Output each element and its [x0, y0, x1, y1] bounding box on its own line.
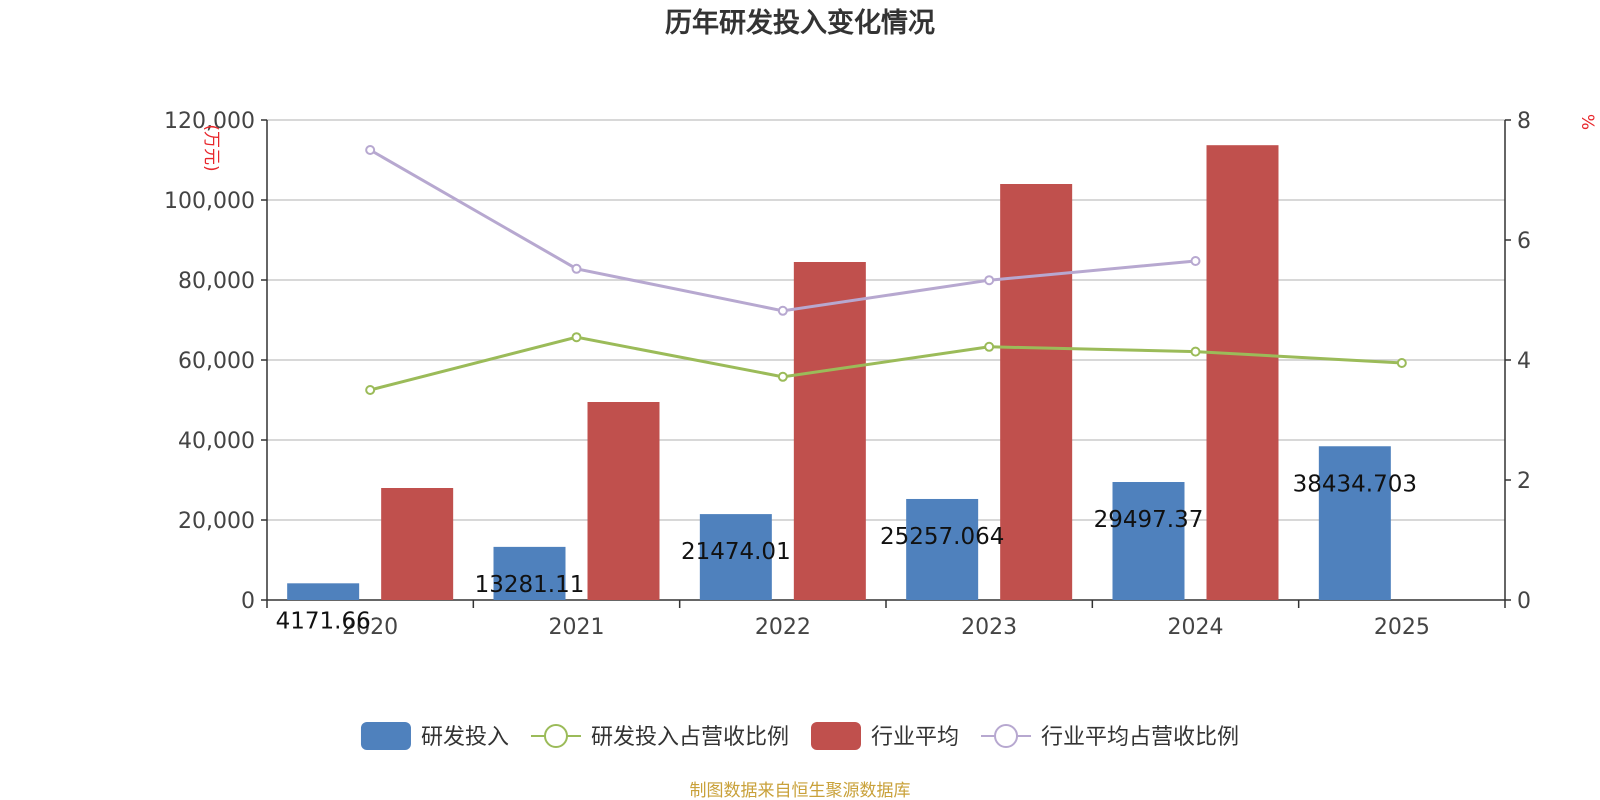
series-line — [369, 335, 1402, 392]
legend-marker — [543, 724, 568, 748]
data-labels: 4171.66 13281.11 21474.01 25257.064 29497.37… — [276, 471, 1417, 634]
data-label: 21474.01 — [681, 539, 791, 565]
right-axis-tick-label: 0 — [1517, 589, 1531, 614]
left-axis-tick-label: 40,000 — [178, 429, 255, 454]
bar — [493, 546, 566, 600]
x-axis-tick-label: 2023 — [961, 615, 1017, 640]
right-axis-tick-label: 6 — [1517, 229, 1531, 254]
bar — [1112, 482, 1185, 600]
line-point — [777, 371, 788, 382]
right-axis-tick-label: 2 — [1517, 469, 1531, 494]
left-axis-unit: (万元) — [201, 124, 221, 171]
legend-item: 研发投入 — [360, 722, 509, 750]
line-point — [984, 275, 995, 286]
legend: 研发投入 研发投入占营收比例 行业平均 行业平均占营收比例 — [360, 722, 1239, 750]
line-point — [1396, 358, 1407, 368]
line-point — [984, 341, 995, 352]
left-axis-tick-label: 100,000 — [164, 189, 255, 214]
line-point — [1190, 256, 1201, 266]
x-axis-tick-label: 2021 — [549, 615, 605, 640]
legend-marker — [994, 724, 1019, 748]
bar — [1000, 184, 1073, 600]
x-axis-tick-label: 2025 — [1374, 615, 1430, 640]
bar — [793, 262, 866, 600]
line-point — [1190, 346, 1201, 357]
legend-label: 研发投入占营收比例 — [591, 725, 789, 750]
x-axis-tick-label: 2024 — [1168, 615, 1224, 640]
bar — [381, 488, 454, 600]
bar — [1206, 145, 1279, 600]
data-label: 13281.11 — [475, 572, 585, 598]
right-axis-unit: % — [1577, 114, 1597, 130]
source-note: 制图数据来自恒生聚源数据库 — [690, 781, 911, 800]
bar — [587, 402, 660, 600]
bar — [1318, 446, 1391, 600]
left-axis-tick-label: 60,000 — [178, 349, 255, 374]
data-label: 25257.064 — [880, 524, 1004, 550]
bar — [287, 583, 360, 600]
left-axis-tick-label: 20,000 — [178, 509, 255, 534]
legend-label: 行业平均占营收比例 — [1041, 725, 1239, 750]
line-point — [571, 263, 582, 274]
legend-swatch — [811, 722, 861, 750]
data-label: 4171.66 — [276, 608, 371, 634]
left-axis-tick-label: 80,000 — [178, 269, 255, 294]
bar — [699, 514, 772, 600]
right-axis-tick-label: 4 — [1517, 349, 1531, 374]
line-point — [571, 332, 582, 343]
line-point — [777, 305, 788, 316]
legend-item: 行业平均 — [811, 722, 959, 750]
x-axis-tick-label: 2020 — [342, 615, 398, 640]
data-label: 29497.37 — [1094, 507, 1204, 533]
left-axis-tick-label: 120,000 — [164, 109, 255, 134]
x-axis-tick-label: 2022 — [755, 615, 811, 640]
right-axis-tick-label: 8 — [1517, 109, 1531, 134]
legend-swatch — [360, 722, 411, 750]
axes: 0 20,000 40,000 60,000 80,000 100,000 120,000 0… — [164, 109, 1597, 640]
legend-label: 行业平均 — [871, 725, 959, 750]
line-series — [365, 145, 1407, 395]
data-label: 38434.703 — [1293, 471, 1417, 497]
legend-item: 研发投入占营收比例 — [530, 724, 789, 750]
line-point — [365, 145, 376, 155]
chart-title: 历年研发投入变化情况 — [665, 7, 935, 39]
bar-series — [287, 145, 1391, 600]
left-axis-tick-label: 0 — [241, 589, 255, 614]
legend-label: 研发投入 — [421, 725, 509, 750]
grid-lines — [267, 119, 1505, 521]
legend-item: 行业平均占营收比例 — [981, 724, 1239, 750]
bar — [906, 498, 979, 600]
line-point — [365, 385, 376, 395]
